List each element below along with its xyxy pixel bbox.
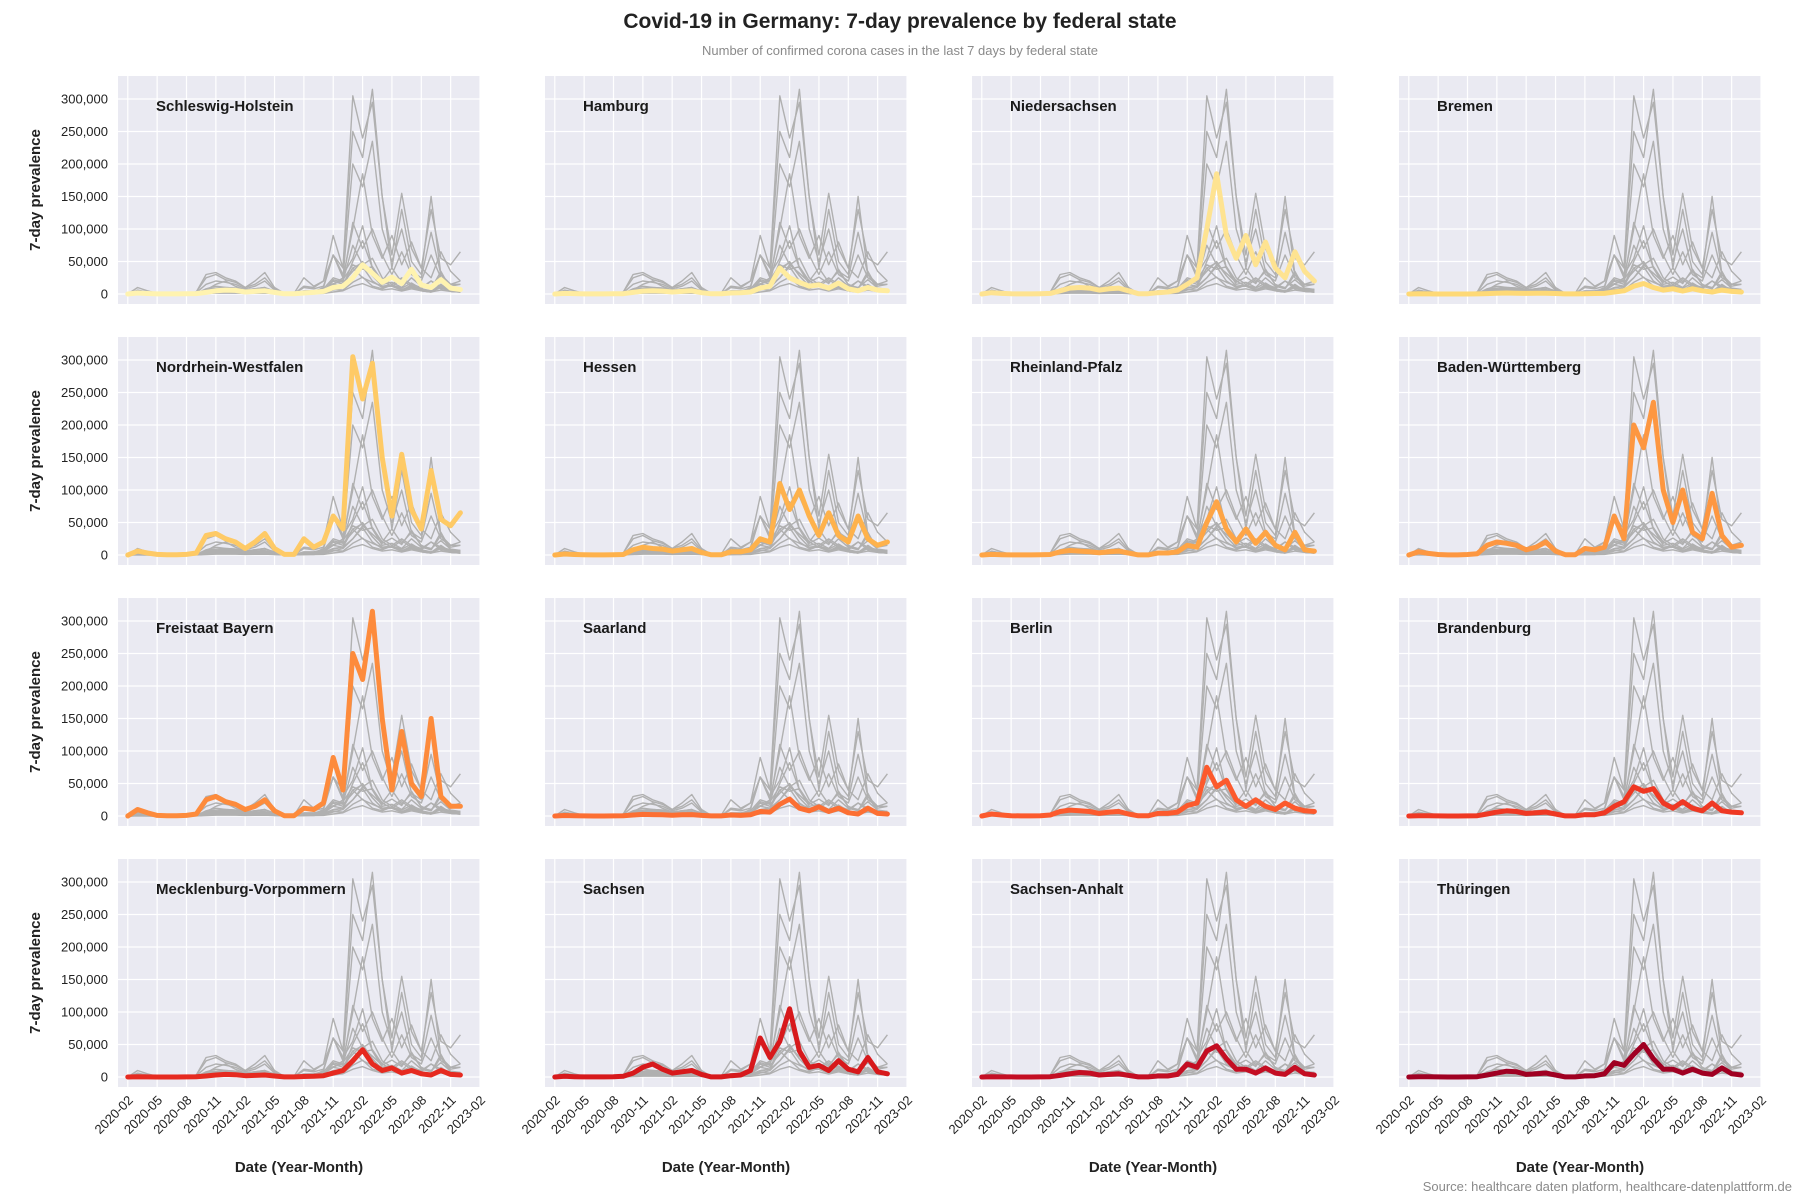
y-tick-label: 150,000 (61, 189, 108, 204)
series-line-schleswig-holstein (125, 262, 463, 297)
series-line-baden-wurttemberg (1406, 399, 1744, 558)
x-axis-title: Date (Year-Month) (235, 1159, 363, 1176)
panel-title: Freistaat Bayern (156, 620, 274, 637)
series-line-rheinland-pfalz (979, 499, 1317, 558)
y-tick-label: 0 (101, 1070, 108, 1085)
panel-hamburg: Hamburg (545, 76, 908, 304)
series-line-sachsen-anhalt (979, 1043, 1317, 1080)
panel-title: Mecklenburg-Vorpommern (156, 881, 346, 898)
panel-bremen: Bremen (1399, 76, 1762, 304)
y-tick-label: 100,000 (61, 483, 108, 498)
panel-hessen: Hessen (545, 337, 908, 565)
y-axis-title: 7-day prevalence (27, 912, 44, 1034)
y-axis-title: 7-day prevalence (27, 390, 44, 512)
panel-schleswig-holstein: Schleswig-Holstein 0 50,000 100,000 150,000 2… (27, 76, 481, 304)
y-tick-label: 200,000 (61, 157, 108, 172)
panel-mecklenburg-vorpommern: Mecklenburg-Vorpommern 0 50,000 100,000 150,… (27, 859, 488, 1176)
panel-title: Baden-Württemberg (1437, 359, 1581, 376)
y-tick-label: 250,000 (61, 385, 108, 400)
series-line-hamburg (552, 265, 890, 297)
panel-title: Thüringen (1437, 881, 1510, 898)
chart-subtitle: Number of confirmed corona cases in the … (702, 43, 1098, 58)
y-tick-label: 100,000 (61, 222, 108, 237)
y-tick-label: 0 (101, 548, 108, 563)
panel-thuringen: Thüringen2020-022020-052020-082020-11202… (1373, 859, 1769, 1176)
y-tick-label: 50,000 (68, 254, 108, 269)
series-line-mecklenburg-vorpommern (125, 1047, 463, 1080)
panel-berlin: Berlin (972, 598, 1335, 826)
y-tick-label: 100,000 (61, 1005, 108, 1020)
series-line-bremen (1406, 281, 1744, 297)
x-axis-title: Date (Year-Month) (1089, 1159, 1217, 1176)
panel-title: Rheinland-Pfalz (1010, 359, 1123, 376)
x-axis-title: Date (Year-Month) (662, 1159, 790, 1176)
y-tick-label: 300,000 (61, 353, 108, 368)
series-line-freistaat-bayern (125, 608, 463, 819)
panel-title: Niedersachsen (1010, 98, 1117, 115)
x-axis-title: Date (Year-Month) (1516, 1159, 1644, 1176)
panel-nordrhein-westfalen: Nordrhein-Westfalen 0 50,000 100,000 150,000… (27, 337, 481, 565)
panel-freistaat-bayern: Freistaat Bayern 0 50,000 100,000 150,000 200… (27, 598, 481, 826)
y-tick-label: 100,000 (61, 744, 108, 759)
y-tick-label: 200,000 (61, 940, 108, 955)
panel-sachsen: Sachsen2020-022020-052020-082020-112021-… (519, 859, 915, 1176)
y-tick-label: 150,000 (61, 711, 108, 726)
panel-title: Brandenburg (1437, 620, 1531, 637)
y-tick-label: 300,000 (61, 614, 108, 629)
y-tick-label: 0 (101, 287, 108, 302)
y-tick-label: 50,000 (68, 515, 108, 530)
y-tick-label: 50,000 (68, 776, 108, 791)
y-tick-label: 250,000 (61, 907, 108, 922)
y-axis-title: 7-day prevalence (27, 129, 44, 251)
panel-niedersachsen: Niedersachsen (972, 76, 1335, 304)
y-tick-label: 150,000 (61, 972, 108, 987)
series-line-saarland (552, 796, 890, 819)
series-line-berlin (979, 764, 1317, 819)
series-line-sachsen (552, 1006, 890, 1080)
y-tick-label: 200,000 (61, 418, 108, 433)
chart-title: Covid-19 in Germany: 7-day prevalence by… (623, 10, 1177, 33)
panel-title: Hamburg (583, 98, 649, 115)
panel-title: Hessen (583, 359, 636, 376)
y-tick-label: 150,000 (61, 450, 108, 465)
panel-sachsen-anhalt: Sachsen-Anhalt2020-022020-052020-082020-… (946, 859, 1342, 1176)
series-line-thuringen (1406, 1042, 1744, 1080)
series-line-niedersachsen (979, 171, 1317, 297)
panel-title: Bremen (1437, 98, 1493, 115)
panel-saarland: Saarland (545, 598, 908, 826)
y-tick-label: 300,000 (61, 92, 108, 107)
series-line-brandenburg (1406, 784, 1744, 819)
y-tick-label: 50,000 (68, 1037, 108, 1052)
panel-rheinland-pfalz: Rheinland-Pfalz (972, 337, 1335, 565)
panel-baden-wurttemberg: Baden-Württemberg (1399, 337, 1762, 565)
series-line-nordrhein-westfalen (125, 354, 463, 558)
series-line-hessen (552, 481, 890, 558)
y-tick-label: 250,000 (61, 124, 108, 139)
panel-title: Schleswig-Holstein (156, 98, 294, 115)
y-tick-label: 200,000 (61, 679, 108, 694)
y-tick-label: 300,000 (61, 875, 108, 890)
panel-title: Nordrhein-Westfalen (156, 359, 303, 376)
panel-title: Sachsen (583, 881, 645, 898)
y-axis-title: 7-day prevalence (27, 651, 44, 773)
source-note: Source: healthcare daten platform, healt… (1422, 1179, 1792, 1194)
y-tick-label: 0 (101, 809, 108, 824)
panel-brandenburg: Brandenburg (1399, 598, 1762, 826)
panel-title: Berlin (1010, 620, 1053, 637)
panel-title: Sachsen-Anhalt (1010, 881, 1123, 898)
panel-title: Saarland (583, 620, 646, 637)
y-tick-label: 250,000 (61, 646, 108, 661)
